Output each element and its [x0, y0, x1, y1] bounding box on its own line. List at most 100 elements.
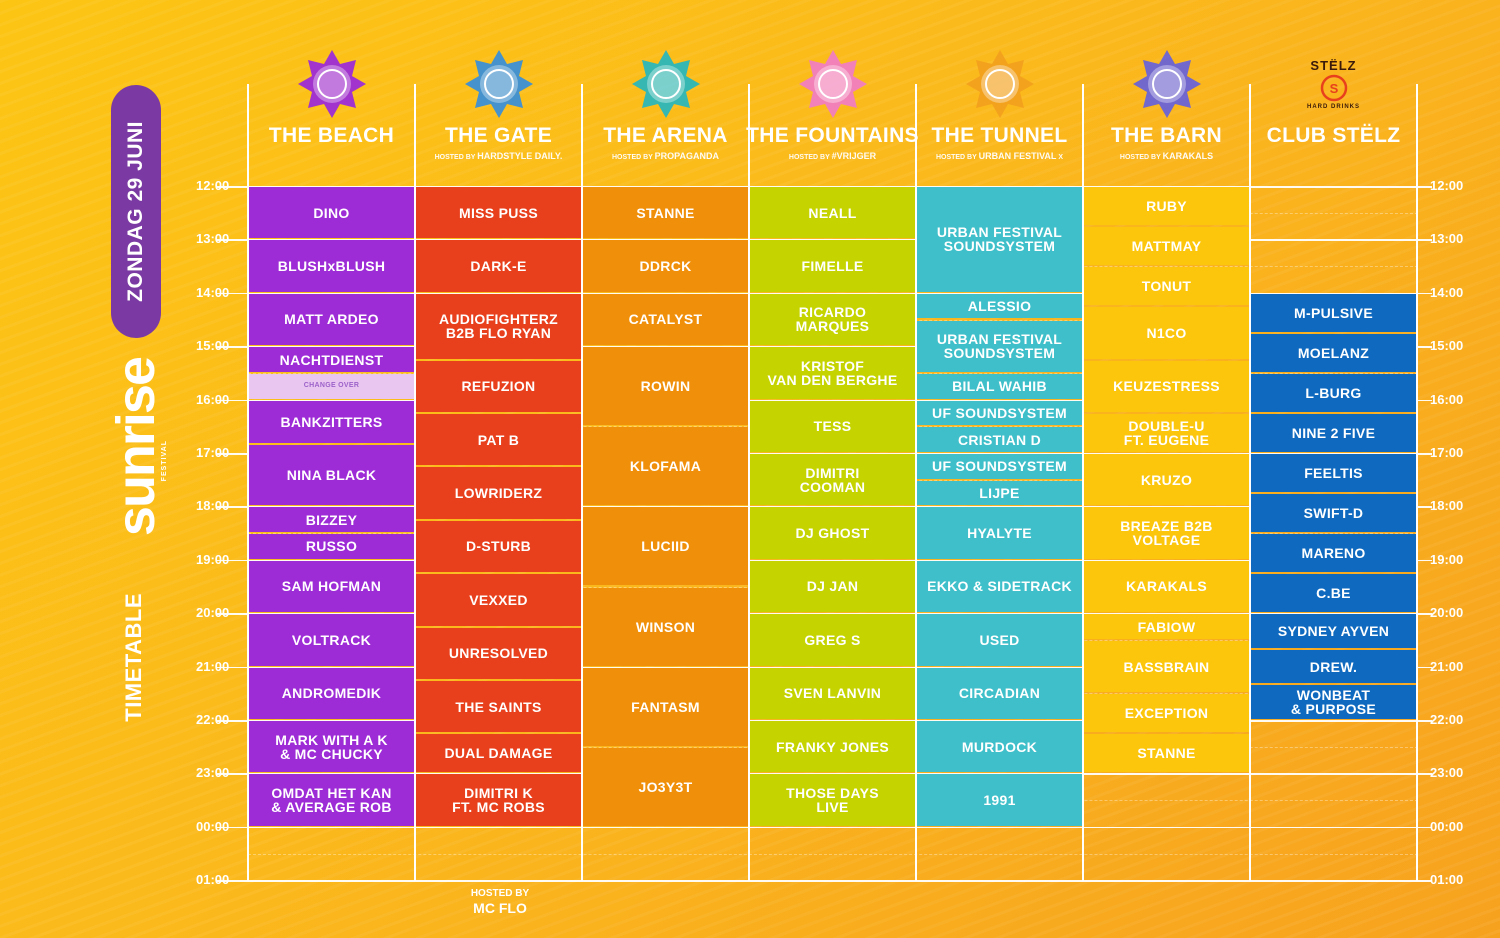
artist-slot[interactable]: STANNE: [583, 187, 748, 239]
stage-header: THE ARENA HOSTED BY PROPAGANDA: [582, 48, 749, 178]
artist-slot[interactable]: C.BE: [1251, 574, 1416, 613]
artist-slot[interactable]: KLOFAMA: [583, 427, 748, 506]
artist-slot[interactable]: URBAN FESTIVAL SOUNDSYSTEM: [917, 187, 1082, 292]
artist-slot[interactable]: VEXXED: [416, 574, 581, 626]
artist-slot[interactable]: THOSE DAYS LIVE: [750, 774, 915, 826]
artist-slot[interactable]: DINO: [249, 187, 414, 239]
artist-slot[interactable]: MARENO: [1251, 534, 1416, 573]
artist-slot[interactable]: LOWRIDERZ: [416, 467, 581, 519]
artist-slot[interactable]: NINE 2 FIVE: [1251, 413, 1416, 452]
artist-slot[interactable]: FRANKY JONES: [750, 721, 915, 773]
artist-slot[interactable]: MISS PUSS: [416, 187, 581, 239]
artist-slot[interactable]: HYALYTE: [917, 507, 1082, 559]
hour-line: [216, 292, 1432, 295]
time-label-left: 13:00: [196, 231, 230, 247]
artist-slot[interactable]: MATT ARDEO: [249, 293, 414, 346]
artist-slot[interactable]: EXCEPTION: [1084, 694, 1249, 733]
artist-slot[interactable]: EKKO & SIDETRACK: [917, 560, 1082, 613]
artist-slot[interactable]: UF SOUNDSYSTEM: [917, 454, 1082, 479]
artist-slot[interactable]: PAT B: [416, 413, 581, 466]
artist-slot[interactable]: NACHTDIENST: [249, 347, 414, 372]
artist-slot[interactable]: DARK-E: [416, 240, 581, 292]
artist-slot[interactable]: KARAKALS: [1084, 560, 1249, 613]
artist-slot[interactable]: STANNE: [1084, 734, 1249, 773]
artist-slot[interactable]: FIMELLE: [750, 240, 915, 292]
artist-slot[interactable]: DREW.: [1251, 649, 1416, 684]
artist-slot[interactable]: ALESSIO: [917, 293, 1082, 319]
artist-slot[interactable]: CATALYST: [583, 293, 748, 346]
artist-slot[interactable]: RUSSO: [249, 534, 414, 559]
artist-slot[interactable]: DJ GHOST: [750, 507, 915, 559]
artist-slot[interactable]: 1991: [917, 774, 1082, 826]
artist-slot[interactable]: DJ JAN: [750, 560, 915, 613]
artist-slot[interactable]: BASSBRAIN: [1084, 640, 1249, 693]
artist-slot[interactable]: M-PULSIVE: [1251, 293, 1416, 332]
artist-slot[interactable]: KEUZESTRESS: [1084, 360, 1249, 412]
artist-slot[interactable]: USED: [917, 614, 1082, 666]
artist-slot[interactable]: NINA BLACK: [249, 444, 414, 506]
time-label-left: 19:00: [196, 551, 230, 567]
artist-slot[interactable]: WONBEAT & PURPOSE: [1251, 685, 1416, 719]
artist-slot[interactable]: BANKZITTERS: [249, 400, 414, 443]
artist-slot[interactable]: ANDROMEDIK: [249, 667, 414, 719]
artist-slot[interactable]: CIRCADIAN: [917, 667, 1082, 719]
artist-slot[interactable]: KRUZO: [1084, 454, 1249, 506]
artist-slot[interactable]: SWIFT-D: [1251, 494, 1416, 533]
artist-slot[interactable]: SVEN LANVIN: [750, 667, 915, 719]
artist-slot[interactable]: UNRESOLVED: [416, 627, 581, 679]
artist-slot[interactable]: DIMITRI K FT. MC ROBS: [416, 774, 581, 826]
artist-slot[interactable]: WINSON: [583, 587, 748, 666]
date-label: ZONDAG 29 JUNI: [124, 121, 147, 302]
hour-line: [216, 880, 1432, 882]
artist-slot[interactable]: FANTASM: [583, 667, 748, 746]
time-label-left: 22:00: [196, 712, 230, 727]
artist-slot[interactable]: RUBY: [1084, 187, 1249, 226]
artist-slot[interactable]: THE SAINTS: [416, 680, 581, 733]
timetable-text: TIMETABLE: [121, 593, 146, 722]
artist-slot[interactable]: DUAL DAMAGE: [416, 734, 581, 773]
artist-slot[interactable]: MARK WITH A K & MC CHUCKY: [249, 721, 414, 773]
artist-slot[interactable]: NEALL: [750, 187, 915, 239]
artist-slot[interactable]: DDRCK: [583, 240, 748, 292]
artist-slot[interactable]: REFUZION: [416, 360, 581, 412]
artist-slot[interactable]: OMDAT HET KAN & AVERAGE ROB: [249, 774, 414, 826]
artist-slot[interactable]: TESS: [750, 400, 915, 452]
artist-slot[interactable]: LUCIID: [583, 507, 748, 586]
artist-slot[interactable]: BIZZEY: [249, 507, 414, 533]
stage-host: HOSTED BY PROPAGANDA: [612, 151, 719, 161]
artist-slot[interactable]: D-STURB: [416, 520, 581, 573]
artist-slot[interactable]: DIMITRI COOMAN: [750, 454, 915, 506]
artist-slot[interactable]: ROWIN: [583, 347, 748, 426]
festival-logo: sunrise FESTIVAL: [106, 358, 168, 563]
artist-slot[interactable]: MURDOCK: [917, 721, 1082, 773]
artist-slot[interactable]: UF SOUNDSYSTEM: [917, 400, 1082, 426]
artist-slot[interactable]: BREAZE B2B VOLTAGE: [1084, 507, 1249, 559]
artist-slot[interactable]: SYDNEY AYVEN: [1251, 614, 1416, 648]
artist-slot[interactable]: N1CO: [1084, 307, 1249, 359]
artist-slot[interactable]: MOELANZ: [1251, 333, 1416, 372]
artist-slot[interactable]: RICARDO MARQUES: [750, 293, 915, 346]
artist-slot[interactable]: KRISTOF VAN DEN BERGHE: [750, 347, 915, 399]
artist-slot[interactable]: CRISTIAN D: [917, 427, 1082, 452]
time-label-right: 15:00: [1430, 338, 1464, 354]
artist-slot[interactable]: BILAL WAHIB: [917, 373, 1082, 399]
artist-slot[interactable]: FABIOW: [1084, 614, 1249, 639]
artist-slot[interactable]: JO3Y3T: [583, 747, 748, 826]
artist-slot[interactable]: BLUSHxBLUSH: [249, 240, 414, 292]
time-label-right: 14:00: [1430, 284, 1464, 300]
artist-slot[interactable]: GREG S: [750, 614, 915, 666]
artist-slot[interactable]: FEELTIS: [1251, 454, 1416, 493]
artist-slot[interactable]: L-BURG: [1251, 373, 1416, 412]
host-label: HOSTED BY: [788, 154, 832, 161]
artist-slot[interactable]: URBAN FESTIVAL SOUNDSYSTEM: [917, 320, 1082, 372]
time-label-right: 12:00: [1430, 178, 1464, 193]
change-over-slot[interactable]: CHANGE OVER: [249, 373, 414, 399]
artist-slot[interactable]: VOLTRACK: [249, 614, 414, 666]
artist-slot[interactable]: AUDIOFIGHTERZ B2B FLO RYAN: [416, 293, 581, 359]
artist-slot[interactable]: MATTMAY: [1084, 227, 1249, 266]
artist-slot[interactable]: TONUT: [1084, 267, 1249, 306]
stage-name: THE TUNNEL: [931, 124, 1068, 147]
artist-slot[interactable]: SAM HOFMAN: [249, 560, 414, 613]
artist-slot[interactable]: LIJPE: [917, 480, 1082, 506]
artist-slot[interactable]: DOUBLE-U FT. EUGENE: [1084, 413, 1249, 452]
